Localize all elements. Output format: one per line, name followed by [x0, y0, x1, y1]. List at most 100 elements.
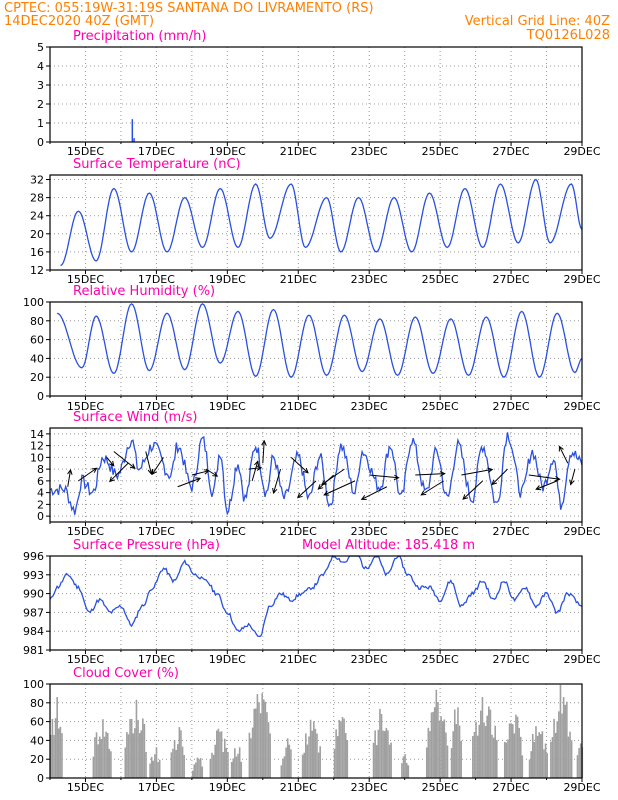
cloud-bar: [402, 756, 405, 778]
cloud-bar: [286, 738, 289, 778]
temp-xtick-label: 25DEC: [422, 273, 459, 286]
temp-ytick-label: 24: [30, 210, 44, 223]
temp-ytick-label: 32: [30, 174, 44, 187]
cloud-title: Cloud Cover (%): [73, 666, 179, 681]
cloud-bar: [280, 765, 283, 778]
wind-arrowhead: [109, 476, 115, 483]
cloud-bar: [535, 726, 537, 778]
cloud-bar: [341, 717, 344, 778]
wind-arrowhead: [558, 445, 564, 452]
cloud-bar: [515, 714, 517, 778]
cloud-bar: [576, 755, 579, 778]
cloud-bar: [219, 731, 221, 778]
precip-xtick-label: 21DEC: [280, 145, 317, 158]
cloud-bar: [130, 718, 133, 778]
precip-xtick-label: 25DEC: [422, 145, 459, 158]
wind-vector: [558, 446, 569, 464]
cloud-xtick-label: 21DEC: [280, 781, 317, 794]
cloud-bar: [237, 753, 239, 778]
cloud-bar: [152, 760, 155, 778]
cloud-bar: [340, 721, 342, 778]
wind-ytick-label: 4: [37, 487, 44, 500]
cloud-bar: [266, 712, 268, 778]
cloud-bar: [511, 724, 514, 778]
cloud-bar: [155, 747, 158, 778]
cloud-bar: [382, 730, 384, 778]
cloud-bar: [510, 723, 512, 778]
cloud-bar: [106, 733, 109, 778]
cloud-bar: [338, 719, 341, 778]
wind-ytick-label: 2: [37, 498, 44, 511]
cloud-bar: [110, 751, 112, 778]
cloud-bar: [97, 744, 99, 778]
cloud-bar: [519, 736, 522, 778]
cloud-bar: [513, 733, 516, 778]
precip-bar: [133, 138, 135, 142]
cloud-bar: [388, 744, 391, 778]
cloud-bar: [127, 734, 130, 778]
header-station: CPTEC: 055:19W-31:19S SANTANA DO LIVRAME…: [4, 1, 374, 16]
cloud-bar: [495, 740, 498, 778]
cloud-bar: [105, 731, 107, 778]
cloud-bar: [267, 722, 270, 778]
cloud-bar: [262, 699, 265, 778]
cloud-bar: [518, 727, 520, 778]
wind-vector: [113, 451, 136, 469]
temp-panel: Surface Temperature (nC) 12 16 20 24 28 32 15DE…: [30, 157, 601, 286]
cloud-bar: [335, 729, 337, 778]
cloud-bar: [251, 727, 254, 778]
cloud-bar: [505, 742, 508, 778]
wind-arrowhead: [554, 475, 561, 482]
rh-xtick-label: 19DEC: [209, 400, 246, 413]
cloud-bar: [108, 748, 111, 778]
wind-vector: [251, 461, 259, 482]
temp-xtick-label: 17DEC: [138, 273, 175, 286]
header-grid-line: Vertical Grid Line: 40Z: [465, 14, 610, 29]
wind-arrowhead: [272, 487, 278, 494]
cloud-bar: [102, 719, 104, 778]
temp-xtick-label: 23DEC: [351, 273, 388, 286]
precip-xtick-label: 29DEC: [563, 145, 600, 158]
cloud-bar: [344, 732, 347, 778]
precip-xtick-label: 27DEC: [493, 145, 530, 158]
cloud-bar: [124, 747, 127, 778]
temp-frame: [49, 174, 583, 271]
cloud-bar: [235, 756, 238, 778]
wind-vector: [491, 468, 508, 485]
cloud-bar: [432, 711, 434, 778]
precip-xtick-label: 19DEC: [209, 145, 246, 158]
rh-frame: [49, 301, 583, 397]
cloud-bar: [503, 741, 506, 778]
wind-vector: [78, 467, 97, 482]
rh-xtick-label: 15DEC: [67, 400, 104, 413]
cloud-bar: [473, 732, 476, 778]
cloud-bar: [404, 754, 406, 778]
precip-xtick-label: 15DEC: [67, 145, 104, 158]
wind-vector: [145, 451, 152, 475]
wind-xtick-label: 21DEC: [280, 525, 317, 538]
wind-vector: [290, 457, 309, 474]
cloud-bar: [150, 757, 153, 778]
cloud-bar: [533, 741, 536, 778]
wind-arrowhead: [487, 467, 494, 473]
pressure-ytick-label: 981: [23, 644, 44, 657]
precip-ytick-label: 4: [37, 60, 44, 73]
wind-arrowhead: [91, 467, 98, 473]
wind-vector: [262, 440, 265, 464]
cloud-bar: [264, 701, 267, 778]
cloud-bar: [494, 725, 496, 778]
cloud-bar: [145, 751, 147, 778]
wind-ytick-label: 6: [37, 475, 44, 488]
cloud-bar: [314, 728, 317, 778]
cloud-bar: [550, 741, 552, 778]
wind-arrowhead: [535, 485, 542, 491]
cloud-bar: [132, 733, 135, 778]
cloud-bar: [305, 733, 307, 778]
cloud-ytick-label: 20: [30, 753, 44, 766]
cloud-bar: [250, 738, 252, 778]
cloud-bar: [248, 732, 251, 778]
precip-title: Precipitation (mm/h): [73, 29, 206, 44]
cloud-bar: [489, 709, 492, 778]
cloud-bar: [430, 712, 433, 778]
pressure-xtick-label: 29DEC: [563, 653, 600, 666]
